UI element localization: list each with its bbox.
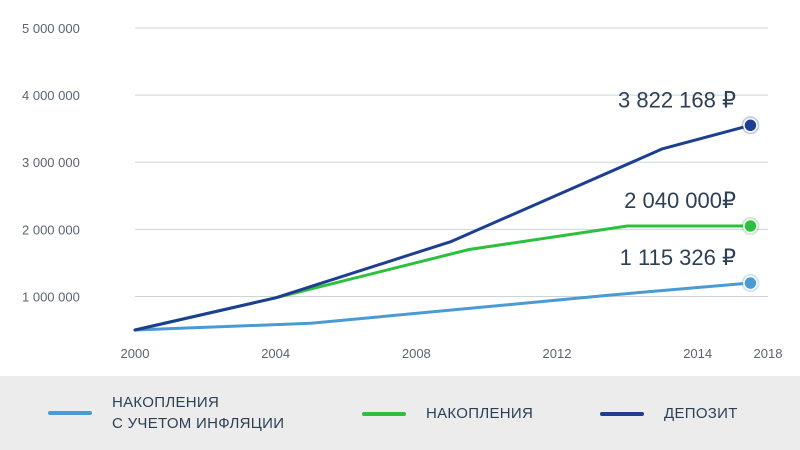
- series-end-value-label-1: 1 115 326 ₽: [620, 245, 736, 270]
- series-end-value-label-2: 2 040 000₽: [624, 188, 736, 213]
- line-chart: 1 000 000 2 000 000 3 000 000 4 000 000 5 00…: [22, 21, 783, 361]
- legend-swatch-inflation: [48, 411, 92, 415]
- legend-swatch-deposit: [600, 411, 644, 416]
- x-tick-label: 2008: [402, 346, 431, 361]
- legend-label-inflation: НАКОПЛЕНИЯ С УЧЕТОМ ИНФЛЯЦИИ: [112, 392, 284, 434]
- x-tick-label: 2012: [543, 346, 572, 361]
- y-tick-label: 4 000 000: [22, 88, 80, 103]
- x-tick-label: 2018: [754, 346, 783, 361]
- legend-label-deposit: ДЕПОЗИТ: [664, 405, 738, 422]
- series-end-marker-3: [743, 118, 758, 133]
- series-end-marker-2: [743, 218, 758, 234]
- y-tick-label: 1 000 000: [22, 289, 80, 304]
- legend: НАКОПЛЕНИЯ С УЧЕТОМ ИНФЛЯЦИИ НАКОПЛЕНИЯ …: [0, 376, 800, 450]
- legend-item-deposit: ДЕПОЗИТ: [600, 403, 738, 424]
- x-tick-label: 2004: [261, 346, 290, 361]
- legend-item-inflation: НАКОПЛЕНИЯ С УЧЕТОМ ИНФЛЯЦИИ: [48, 392, 284, 434]
- legend-swatch-savings: [362, 411, 406, 416]
- series-end-value-label-3: 3 822 168 ₽: [618, 87, 736, 112]
- series-end-marker-1: [743, 275, 758, 291]
- y-tick-label: 5 000 000: [22, 21, 80, 36]
- legend-label-savings: НАКОПЛЕНИЯ: [426, 405, 534, 422]
- y-tick-label: 3 000 000: [22, 155, 80, 170]
- legend-label-inflation-line-2: С УЧЕТОМ ИНФЛЯЦИИ: [112, 415, 285, 432]
- x-tick-label: 2014: [683, 346, 712, 361]
- legend-item-savings: НАКОПЛЕНИЯ: [362, 403, 533, 424]
- series-line-3: [133, 123, 752, 332]
- legend-label-inflation-line-1: НАКОПЛЕНИЯ: [112, 394, 220, 411]
- series-line-1: [133, 281, 752, 332]
- y-tick-label: 2 000 000: [22, 222, 80, 237]
- x-tick-label: 2000: [121, 346, 150, 361]
- series-line-2: [133, 224, 752, 332]
